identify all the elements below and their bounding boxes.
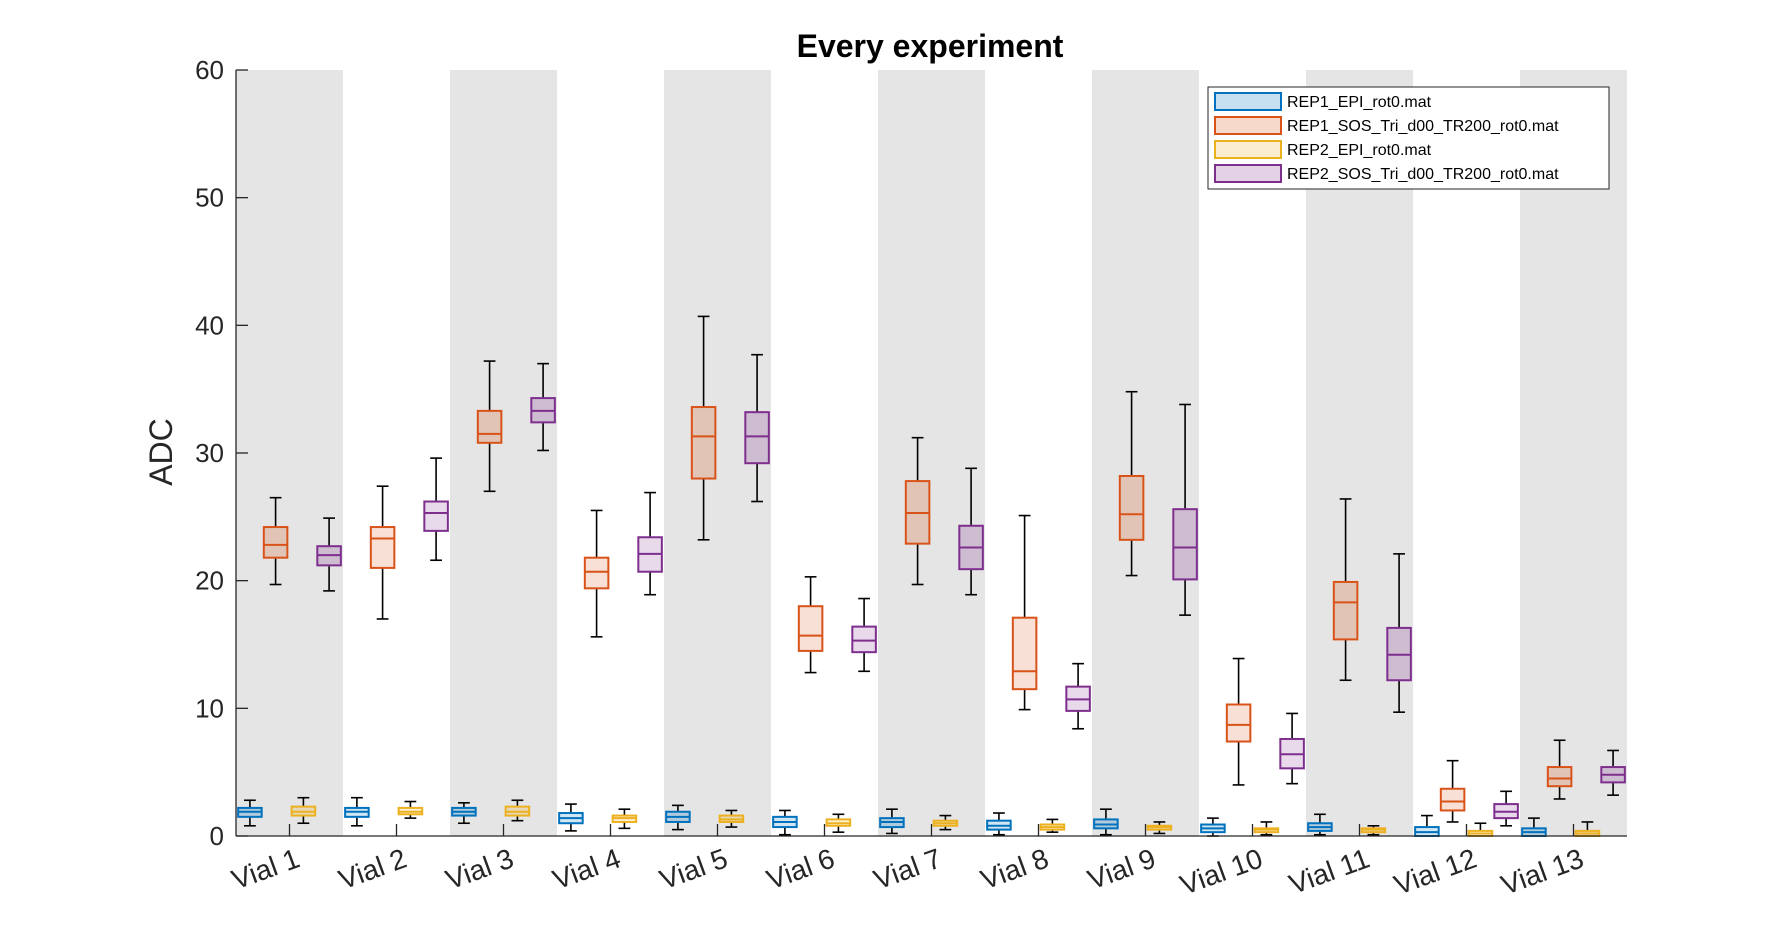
box — [1225, 703, 1252, 743]
box — [1332, 580, 1359, 641]
series-4 — [316, 353, 1626, 827]
y-tick-label: 10 — [195, 693, 224, 723]
chart-title: Every experiment — [797, 28, 1064, 64]
y-axis-label: ADC — [143, 418, 179, 486]
legend-swatch — [1214, 92, 1282, 111]
box — [690, 406, 717, 480]
box — [744, 411, 770, 465]
box — [1439, 787, 1466, 812]
series-3 — [290, 796, 1601, 837]
box — [583, 556, 610, 590]
y-tick-label: 50 — [195, 183, 224, 213]
box — [1172, 508, 1198, 581]
x-tick-label: Vial 7 — [870, 843, 946, 896]
box — [1546, 766, 1573, 788]
y-tick-label: 60 — [195, 55, 224, 85]
x-tick-label: Vial 2 — [335, 843, 411, 896]
y-tick-label: 40 — [195, 310, 224, 340]
x-tick-label: Vial 8 — [977, 843, 1053, 896]
legend-entry: REP1_SOS_Tri_d00_TR200_rot0.mat — [1287, 118, 1559, 135]
y-tick-label: 0 — [210, 821, 224, 851]
shaded-band — [1092, 70, 1199, 836]
shaded-band — [1520, 70, 1627, 836]
shaded-band — [450, 70, 557, 836]
box — [1011, 616, 1038, 691]
box — [476, 409, 503, 444]
shaded-band — [878, 70, 985, 836]
legend-swatch — [1214, 140, 1282, 159]
x-tick-label: Vial 3 — [442, 843, 518, 896]
x-tick-label: Vial 1 — [228, 843, 304, 896]
y-tick-label: 30 — [195, 438, 224, 468]
x-tick-label: Vial 13 — [1497, 843, 1588, 901]
x-tick-label: Vial 4 — [549, 843, 625, 896]
x-tick-label: Vial 12 — [1390, 843, 1481, 901]
x-tick-label: Vial 5 — [656, 843, 732, 896]
box — [423, 500, 449, 532]
box — [369, 526, 396, 569]
legend-entry: REP2_EPI_rot0.mat — [1287, 142, 1432, 159]
x-tick-label: Vial 9 — [1084, 843, 1160, 896]
legend-box — [1207, 86, 1610, 190]
legend-entry: REP1_EPI_rot0.mat — [1287, 94, 1432, 111]
shaded-bands — [236, 70, 1627, 836]
legend-swatch — [1214, 164, 1282, 183]
series-1 — [237, 796, 1547, 838]
x-tick-label: Vial 11 — [1285, 843, 1374, 901]
y-tick-label: 20 — [195, 566, 224, 596]
x-tick-label: Vial 10 — [1176, 843, 1267, 901]
box-plots — [237, 315, 1626, 838]
box — [851, 625, 877, 654]
box — [262, 526, 289, 559]
legend-swatch — [1214, 116, 1282, 135]
legend-entry: REP2_SOS_Tri_d00_TR200_rot0.mat — [1287, 166, 1559, 183]
series-2 — [262, 315, 1573, 823]
box — [797, 605, 824, 652]
shaded-band — [236, 70, 343, 836]
box — [1118, 474, 1145, 541]
x-tick-label: Vial 6 — [763, 843, 839, 896]
shaded-band — [664, 70, 771, 836]
legend[interactable]: REP1_EPI_rot0.mat REP1_SOS_Tri_d00_TR200_… — [1207, 86, 1610, 190]
shaded-band — [1306, 70, 1413, 836]
